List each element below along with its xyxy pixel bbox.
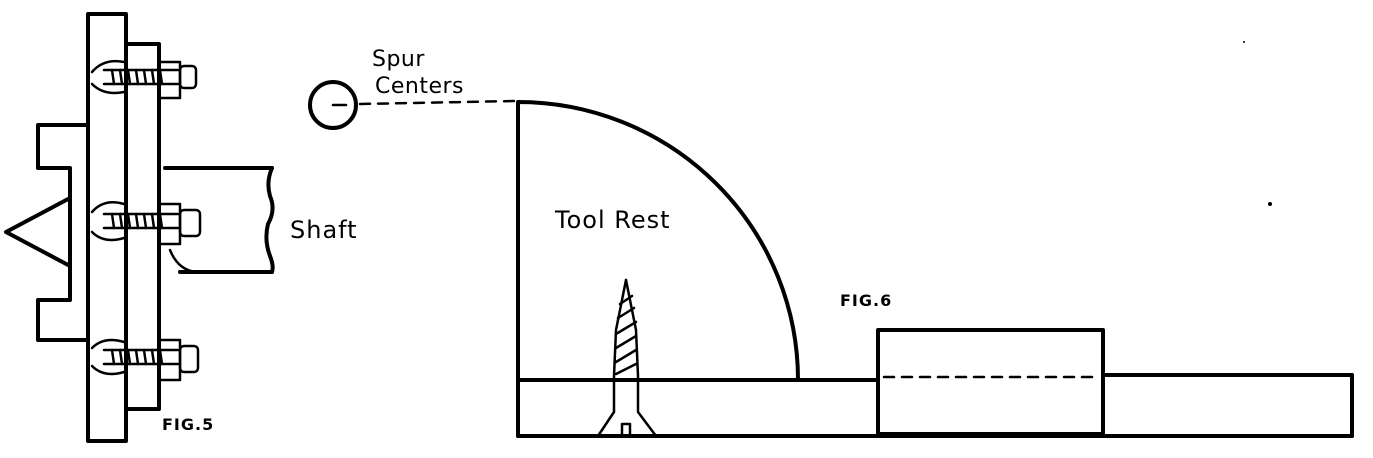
sliding-block (876, 328, 1105, 436)
bolt-top (90, 59, 198, 100)
spur-hub (4, 123, 90, 342)
fig6-caption: FIG.6 (840, 291, 892, 310)
scan-specks (1243, 41, 1272, 206)
bolt-bottom (90, 338, 200, 382)
tool-rest-quadrant (516, 100, 800, 382)
spur-center-circle (308, 80, 358, 130)
fig6-drawing: Tool Rest FIG.6 (516, 100, 1354, 438)
spur-centers-callout: Spur Centers (308, 47, 517, 130)
bolt-middle (90, 201, 202, 274)
screw (596, 278, 658, 438)
fig5-caption: FIG.5 (162, 415, 214, 434)
spur-label-line1: Spur (372, 47, 425, 72)
tool-rest-base (516, 373, 1354, 438)
fig5-drawing: Shaft FIG.5 (4, 12, 358, 443)
tool-rest-label: Tool Rest (554, 206, 671, 234)
shaft-label: Shaft (290, 216, 358, 244)
spur-label-line2: Centers (375, 74, 464, 99)
leader-line (358, 99, 517, 106)
